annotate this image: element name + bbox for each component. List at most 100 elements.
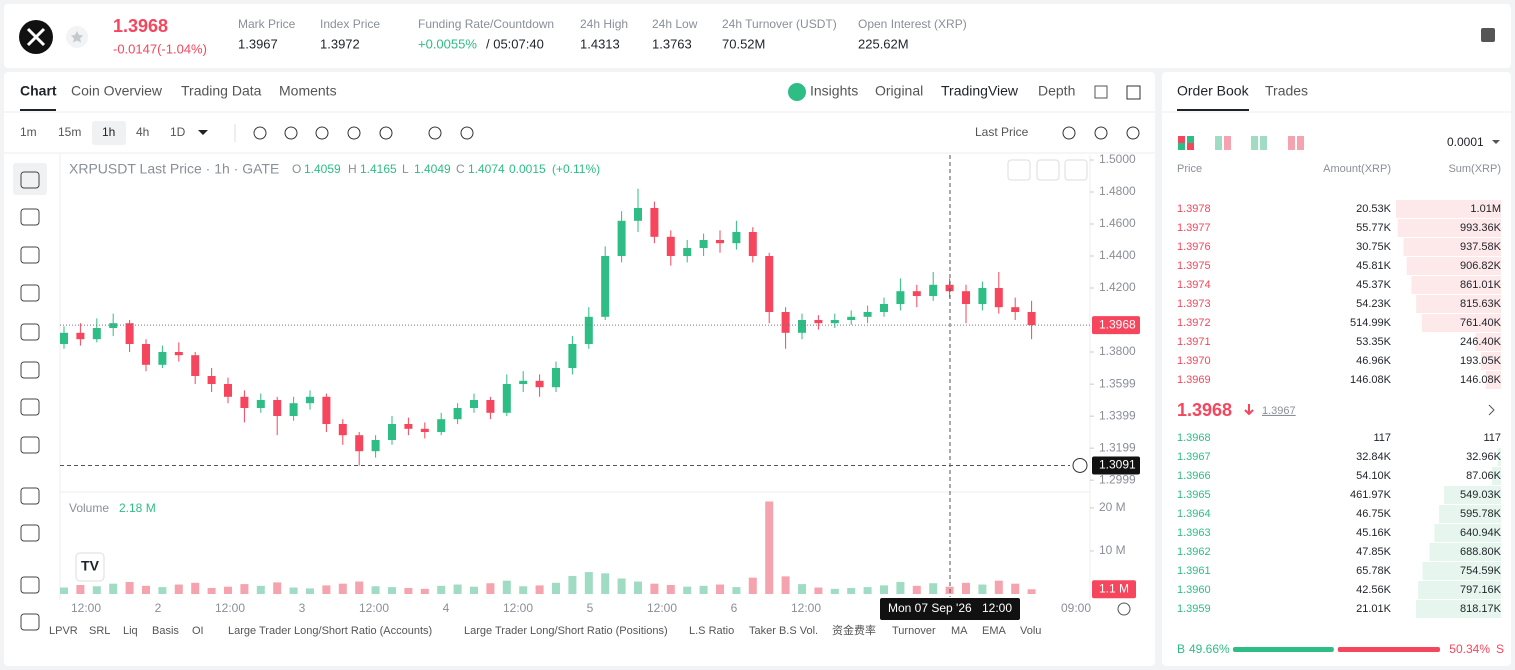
toolbar-icon[interactable] <box>1126 126 1140 140</box>
indicator[interactable]: LPVR <box>49 625 78 637</box>
ob-sum: 754.59K <box>1460 565 1502 577</box>
volume-bar <box>552 582 560 594</box>
candle-body <box>470 400 478 408</box>
indicator[interactable]: MA <box>951 625 968 637</box>
x-tick-label: 6 <box>731 601 738 615</box>
depth-bar <box>1443 486 1501 504</box>
last-volume-tag <box>1092 580 1136 599</box>
ob-mode[interactable] <box>1288 136 1304 150</box>
indicator[interactable]: Volu <box>1020 625 1041 637</box>
btn[interactable] <box>1064 159 1088 181</box>
x-tick-label: 5 <box>587 601 594 615</box>
indicator[interactable]: Turnover <box>892 625 936 637</box>
interval[interactable]: 1m <box>20 125 37 139</box>
indicator[interactable]: EMA <box>982 625 1007 637</box>
toolbar-icon[interactable] <box>428 126 442 140</box>
ob-tab[interactable]: Trades <box>1265 83 1308 99</box>
drawing-tool[interactable] <box>20 613 40 631</box>
toolbar-icon[interactable] <box>460 126 474 140</box>
ob-tab[interactable]: Order Book <box>1177 83 1250 99</box>
ob-mode[interactable] <box>1215 136 1222 150</box>
price-type[interactable]: Last Price <box>975 125 1029 139</box>
last-price-tag <box>1092 316 1140 335</box>
view-tab[interactable]: TradingView <box>941 83 1019 99</box>
btn[interactable] <box>1036 159 1060 181</box>
stat-value: 1.3972 <box>320 36 360 51</box>
ob-sum: 815.63K <box>1460 298 1502 310</box>
tv-logo-text: TV <box>81 558 100 574</box>
ob-sum: 246.40K <box>1460 336 1502 348</box>
y-tick-label: 1.4200 <box>1099 280 1136 294</box>
indicator[interactable]: OI <box>192 625 204 637</box>
btn[interactable] <box>1007 159 1031 181</box>
indicator[interactable]: SRL <box>89 625 110 637</box>
interval[interactable]: 15m <box>58 125 81 139</box>
toolbar-icon[interactable] <box>379 126 393 140</box>
sell-label: S <box>1496 642 1504 656</box>
candle-body <box>502 384 511 413</box>
volume-bar <box>765 501 774 594</box>
drawing-tool[interactable] <box>20 208 40 226</box>
indicator[interactable]: L.S Ratio <box>689 625 734 637</box>
crosshair-time-tag <box>880 598 1020 620</box>
depth-bar <box>1475 333 1501 351</box>
drawing-tool[interactable] <box>20 246 40 264</box>
add-alert[interactable] <box>1072 457 1088 473</box>
settings-icon[interactable] <box>1117 602 1131 616</box>
indicator[interactable]: Large Trader Long/Short Ratio (Positions… <box>464 625 668 637</box>
precision[interactable]: 0.0001 <box>1447 135 1484 149</box>
interval[interactable]: 1h <box>102 125 115 139</box>
toolbar-icon[interactable] <box>253 126 267 140</box>
toolbar-icon[interactable] <box>347 126 361 140</box>
interval[interactable]: 4h <box>136 125 149 139</box>
ohlc-key: H <box>348 162 357 176</box>
view-tab[interactable]: Depth <box>1038 83 1075 99</box>
stat-label: Open Interest (XRP) <box>858 17 967 31</box>
drawing-tool[interactable] <box>20 323 40 341</box>
ob-mode[interactable] <box>1224 136 1231 150</box>
chart-tab[interactable]: Coin Overview <box>71 83 163 99</box>
volume-bar <box>273 582 282 594</box>
volume-bar <box>568 575 577 594</box>
drawing-tool[interactable] <box>20 436 40 454</box>
chart-tab[interactable]: Moments <box>279 83 337 99</box>
indicator[interactable]: Taker B.S Vol. <box>749 625 818 637</box>
drawing-tool[interactable] <box>20 487 40 505</box>
chart-tab[interactable]: Chart <box>20 83 57 99</box>
ob-sum: 818.17K <box>1460 603 1502 615</box>
drawing-tool[interactable] <box>20 524 40 542</box>
interval[interactable]: 1D <box>170 125 186 139</box>
drawing-tool[interactable] <box>20 171 40 189</box>
chevron[interactable] <box>1488 404 1495 416</box>
toolbar-icon[interactable] <box>1062 126 1076 140</box>
indicator[interactable]: Liq <box>123 625 138 637</box>
ob-price: 1.3969 <box>1177 374 1211 386</box>
indicator[interactable]: Basis <box>152 625 179 637</box>
candle-body <box>601 256 610 317</box>
toolbar-icon[interactable] <box>315 126 329 140</box>
view-tab[interactable]: Insights <box>810 83 858 99</box>
icon[interactable] <box>1094 85 1108 99</box>
view-tab[interactable]: Original <box>875 83 923 99</box>
chart-tab[interactable]: Trading Data <box>181 83 262 99</box>
toolbar-icon[interactable] <box>1094 126 1108 140</box>
col-header: Amount(XRP) <box>1323 163 1391 175</box>
last-price-label: 1.3968 <box>1099 317 1136 331</box>
ob-mode[interactable] <box>1178 136 1194 150</box>
drawing-tool[interactable] <box>20 361 40 379</box>
toolbar-icon[interactable] <box>284 126 298 140</box>
candle-body <box>634 208 642 221</box>
ob-mode[interactable] <box>1251 136 1267 150</box>
dropdown-arrow[interactable] <box>198 130 208 135</box>
dropdown-arrow[interactable] <box>1492 140 1500 144</box>
drawing-tool[interactable] <box>20 398 40 416</box>
drawing-tool[interactable] <box>20 284 40 302</box>
indicator[interactable]: 资金费率 <box>832 623 876 637</box>
drawing-tool[interactable] <box>20 576 40 594</box>
menu-icon[interactable] <box>1481 28 1495 42</box>
candle-body <box>716 240 724 244</box>
candle-body <box>486 400 495 413</box>
icon[interactable] <box>1126 85 1141 100</box>
stat-label: 24h High <box>580 17 628 31</box>
indicator[interactable]: Large Trader Long/Short Ratio (Accounts) <box>228 625 432 637</box>
